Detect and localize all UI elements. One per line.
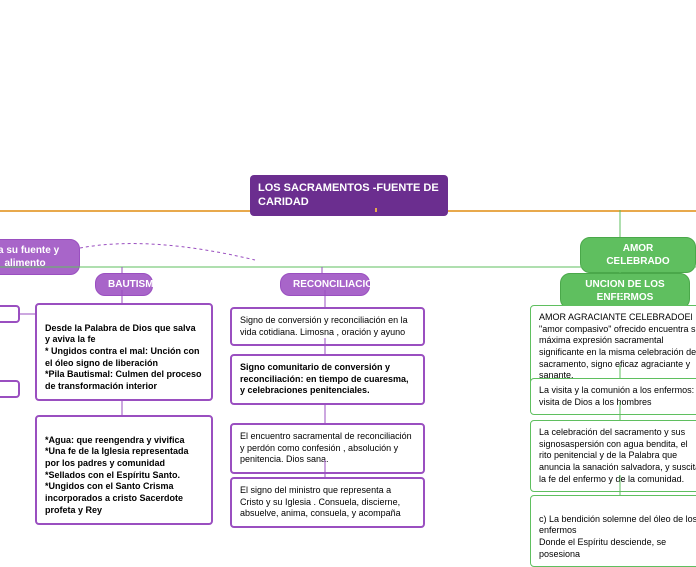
bautismo-box1-text: Desde la Palabra de Dios que salva y avi…	[45, 323, 202, 391]
uncion-box4-text: c) La bendición solemne del óleo de los …	[539, 514, 696, 559]
root-title: LOS SACRAMENTOS -FUENTE DE CARIDAD	[258, 182, 439, 208]
recon-box2: Signo comunitario de conversión y reconc…	[230, 354, 425, 405]
recon-box3: El encuentro sacramental de reconciliaci…	[230, 423, 425, 474]
conn-amor	[610, 210, 630, 240]
uncion-box2-text: La visita y la comunión a los enfermos: …	[539, 385, 694, 407]
amor-celebrado-text: AMOR CELEBRADO	[606, 243, 669, 267]
hline-left	[0, 210, 250, 212]
uncion-box3-text: La celebración del sacramento y sus sign…	[539, 427, 696, 484]
uncion-header[interactable]: UNCION DE LOS ENFERMOS	[560, 273, 690, 309]
vline-root	[375, 208, 377, 212]
recon-box4: El signo del ministro que representa a C…	[230, 477, 425, 528]
bautismo-box1: Desde la Palabra de Dios que salva y avi…	[35, 303, 213, 401]
reconciliacion-label: RECONCILIACION	[293, 279, 380, 290]
bautismo-header[interactable]: BAUTISMO	[95, 273, 153, 296]
recon-box3-text: El encuentro sacramental de reconciliaci…	[240, 431, 412, 464]
uncion-box1: AMOR AGRACIANTE CELEBRADOEl "amor compas…	[530, 305, 696, 389]
reconciliacion-header[interactable]: RECONCILIACION	[280, 273, 370, 296]
recon-box2-text: Signo comunitario de conversión y reconc…	[240, 362, 409, 395]
recon-box4-text: El signo del ministro que representa a C…	[240, 485, 401, 518]
recon-box1: Signo de conversión y reconciliación en …	[230, 307, 425, 346]
left-partial-text: tra su fuente y alimento	[0, 245, 59, 269]
bautismo-box2-text: *Agua: que reengendra y vivifica *Una fe…	[45, 435, 189, 515]
hline-right	[448, 210, 696, 212]
bautismo-label: BAUTISMO	[108, 279, 161, 290]
empty-box-1	[0, 305, 20, 323]
empty-box-2	[0, 380, 20, 398]
uncion-box3: La celebración del sacramento y sus sign…	[530, 420, 696, 492]
left-partial[interactable]: tra su fuente y alimento	[0, 239, 80, 275]
uncion-box2: La visita y la comunión a los enfermos: …	[530, 378, 696, 415]
amor-celebrado[interactable]: AMOR CELEBRADO	[580, 237, 696, 273]
root-node: LOS SACRAMENTOS -FUENTE DE CARIDAD	[250, 175, 448, 216]
recon-box1-text: Signo de conversión y reconciliación en …	[240, 315, 408, 337]
bautismo-box2: *Agua: que reengendra y vivifica *Una fe…	[35, 415, 213, 525]
uncion-box4: c) La bendición solemne del óleo de los …	[530, 495, 696, 567]
uncion-box1-text: AMOR AGRACIANTE CELEBRADOEl "amor compas…	[539, 312, 696, 380]
uncion-label: UNCION DE LOS ENFERMOS	[585, 279, 664, 303]
